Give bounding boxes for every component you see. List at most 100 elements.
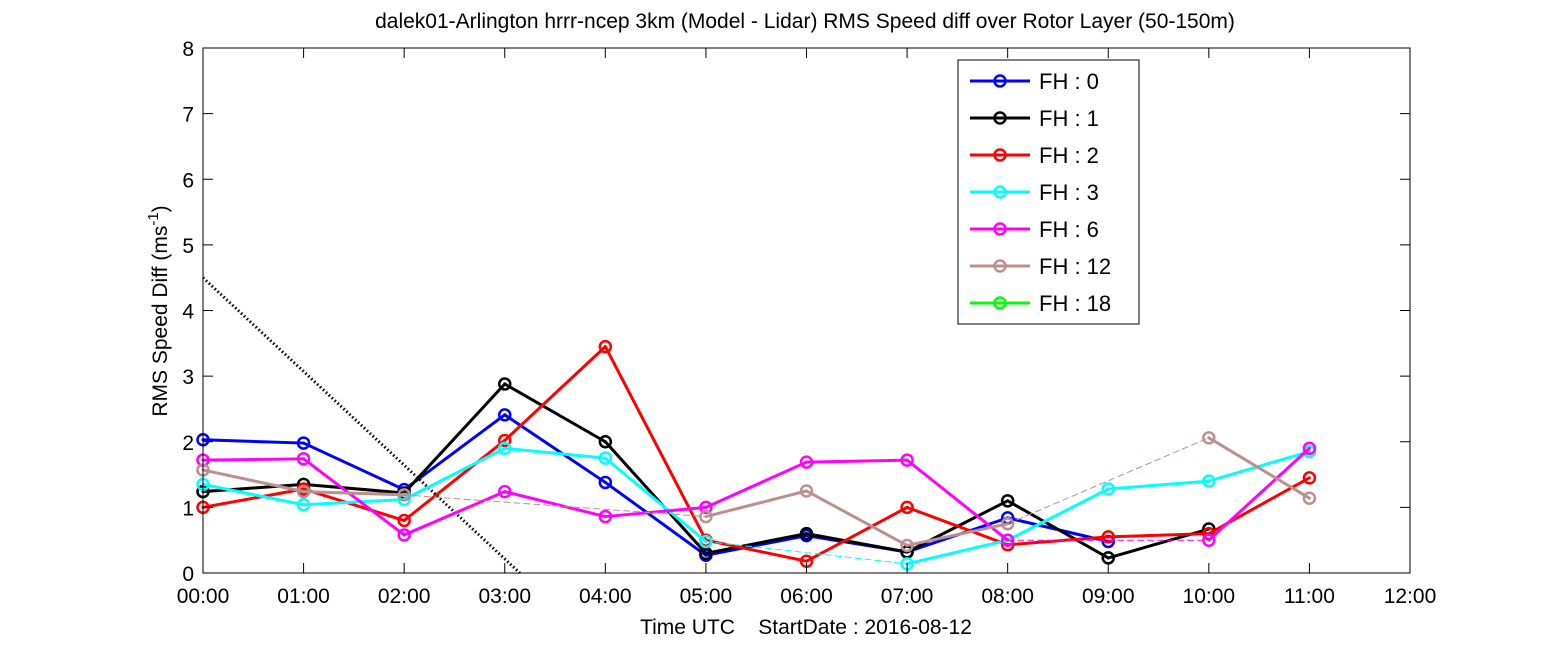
series-line-segment: [704, 538, 808, 563]
data-point: [1101, 482, 1115, 496]
data-point: [1202, 533, 1216, 547]
y-tick-label: 4: [182, 301, 194, 324]
legend-marker: [993, 111, 1007, 125]
data-point: [799, 455, 814, 469]
x-tick-label: 01:00: [277, 585, 330, 608]
x-tick-label: 09:00: [1082, 585, 1135, 608]
y-tick-label: 6: [182, 169, 194, 192]
series-line-segment: [402, 413, 507, 492]
data-point: [900, 538, 914, 553]
data-point: [397, 528, 411, 542]
series-fh-6: [196, 441, 1317, 547]
legend-label: FH : 18: [1039, 291, 1111, 316]
data-point: [598, 451, 613, 465]
series-line-segment: [201, 482, 306, 507]
data-point: [296, 484, 311, 499]
data-point: [397, 513, 411, 528]
legend-label: FH : 12: [1039, 254, 1111, 279]
y-axis-label-unit-exponent: -1: [145, 212, 162, 225]
data-point: [900, 500, 914, 515]
series-line-segment: [805, 532, 909, 554]
series-line-segment: [1207, 436, 1311, 500]
series-line-segment: [302, 441, 406, 492]
series-line-segment: [603, 440, 708, 555]
legend-entry: FH : 12: [970, 254, 1111, 279]
data-point: [699, 534, 713, 549]
y-axis-label-close: ): [149, 205, 172, 212]
legend-marker: [993, 74, 1007, 88]
x-tick-label: 04:00: [579, 585, 632, 608]
y-tick-label: 8: [182, 38, 194, 61]
data-point: [699, 500, 713, 515]
series-line-segment: [402, 438, 507, 522]
series-line-segment: [503, 382, 607, 444]
series-fh-12: [196, 431, 1317, 553]
legend-entry: FH : 2: [970, 143, 1099, 168]
series-line-segment: [402, 490, 507, 537]
x-tick-label: 10:00: [1183, 585, 1236, 608]
x-tick-label: 03:00: [478, 585, 531, 608]
x-axis-label: Time UTC StartDate : 2016-08-12: [640, 616, 972, 639]
data-point: [598, 509, 613, 524]
series-fh-3: [196, 441, 1317, 571]
legend-marker: [993, 296, 1007, 310]
y-tick-label: 3: [182, 366, 194, 389]
data-point: [1302, 441, 1317, 456]
series-line-segment: [603, 456, 708, 543]
chart-title: dalek01-Arlington hrrr-ncep 3km (Model -…: [375, 10, 1235, 33]
x-tick-label: 02:00: [378, 585, 431, 608]
y-tick-label: 5: [182, 235, 194, 258]
series-line-segment: [1006, 499, 1110, 560]
data-point: [296, 498, 311, 512]
axes-layer: 00:00 01:00 02:00 03:00 04:00 05:00 06:00 07:00…: [177, 38, 1437, 608]
series-line-segment: [905, 505, 1010, 547]
y-tick-label: 0: [182, 563, 194, 586]
legend-marker: [993, 259, 1007, 273]
series-line-segment: [905, 522, 1010, 547]
series-line-segment: [201, 487, 306, 509]
data-point: [900, 453, 914, 467]
data-point: [598, 435, 613, 449]
legend: FH : 0 FH : 1 FH : 2 FH : 3 FH : 6 FH : 12 FH …: [957, 59, 1140, 325]
legend-entry: FH : 1: [970, 106, 1099, 131]
x-tick-label: 05:00: [680, 585, 733, 608]
data-point: [598, 475, 613, 490]
x-tick-label: 00:00: [177, 585, 230, 608]
series-line-segment: [1006, 487, 1110, 542]
series-line-segment: [704, 534, 808, 557]
data-point: [1000, 517, 1015, 531]
series-line-segment: [201, 468, 306, 494]
y-axis-label: RMS Speed Diff (ms-1): [145, 205, 172, 416]
series-line-segment: [302, 487, 406, 522]
legend-label: FH : 1: [1039, 106, 1099, 131]
x-tick-label: 12:00: [1384, 585, 1437, 608]
series-line-segment: [704, 460, 808, 509]
x-tick-label: 07:00: [881, 585, 934, 608]
legend-label: FH : 2: [1039, 143, 1099, 168]
data-point: [598, 339, 613, 354]
legend-marker: [993, 222, 1007, 236]
series-line-segment: [503, 345, 607, 442]
series-line-segment: [302, 490, 406, 497]
y-tick-label: 1: [182, 497, 194, 520]
series-layer: [196, 276, 1317, 575]
data-point: [498, 408, 512, 422]
data-point: [799, 484, 814, 498]
legend-entry: FH : 3: [970, 180, 1099, 205]
data-point: [498, 377, 512, 391]
data-point: [296, 452, 311, 466]
series-line-segment: [201, 482, 306, 494]
series-line-segment: [1207, 446, 1311, 542]
legend-entry: FH : 0: [970, 69, 1099, 94]
data-point: [1000, 533, 1015, 547]
y-tick-label: 7: [182, 104, 194, 127]
data-point: [799, 526, 814, 541]
data-point: [498, 441, 512, 456]
series-gap-connector: [1007, 437, 1210, 525]
series-gap-connector: [403, 494, 707, 518]
series-line-segment: [805, 458, 909, 464]
data-point: [1302, 491, 1317, 505]
x-tick-label: 06:00: [780, 585, 833, 608]
series-line-segment: [603, 480, 708, 557]
data-point: [1202, 474, 1216, 488]
